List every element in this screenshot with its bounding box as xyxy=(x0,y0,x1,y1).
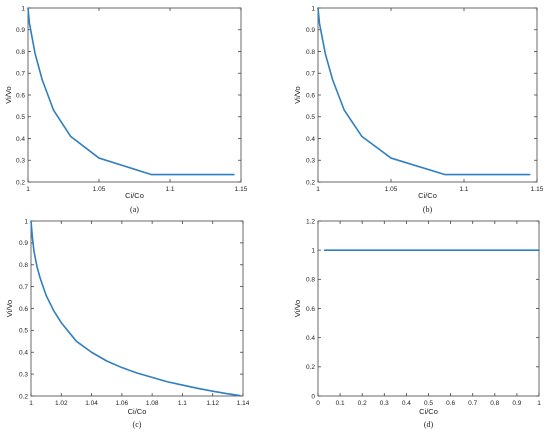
x-tick-label: 0.5 xyxy=(424,400,433,407)
y-tick-label: 0 xyxy=(311,393,315,400)
plot-area-frame xyxy=(27,7,242,183)
x-axis-label: Ci/Co xyxy=(419,407,438,416)
x-axis-label: Ci/Co xyxy=(128,407,147,416)
plot-area-frame xyxy=(317,7,538,183)
x-tick-label: 0.2 xyxy=(358,400,367,407)
y-tick-label: 0.3 xyxy=(306,158,315,165)
y-axis-label: Vi/Vo xyxy=(293,300,302,317)
x-tick-label: 1 xyxy=(316,186,320,193)
y-tick-label: 0.6 xyxy=(16,92,25,99)
y-tick-label: 0.2 xyxy=(306,179,315,186)
y-tick-label: 0.3 xyxy=(16,158,25,165)
y-tick-label: 1.2 xyxy=(306,218,315,225)
y-tick-label: 0.4 xyxy=(16,136,25,143)
x-tick-label: 0.7 xyxy=(468,400,477,407)
y-tick-label: 0.9 xyxy=(16,27,25,34)
y-tick-label: 0.6 xyxy=(306,306,315,313)
x-tick-label: 1.08 xyxy=(146,400,159,407)
x-tick-label: 1.1 xyxy=(178,400,187,407)
y-tick-label: 0.8 xyxy=(306,277,315,284)
y-tick-label: 1 xyxy=(311,5,315,12)
x-tick-label: 0.6 xyxy=(446,400,455,407)
y-axis-label: Vi/Vo xyxy=(4,86,13,103)
x-tick-label: 1.05 xyxy=(93,186,106,193)
chart-panel-b: 1 1.05 1.1 1.15 0.2 0.3 0.4 0.5 0.6 0.7 0.8 0.9 1 Ci/… xyxy=(293,5,544,214)
y-tick-label: 0.6 xyxy=(19,306,28,313)
x-tick-label: 1.04 xyxy=(85,400,98,407)
panel-caption: (a) xyxy=(130,205,139,214)
x-tick-label: 1 xyxy=(537,400,541,407)
y-tick-label: 1 xyxy=(24,218,28,225)
y-tick-label: 0.7 xyxy=(16,71,25,78)
x-axis-label: Ci/Co xyxy=(125,191,144,200)
y-tick-label: 0.4 xyxy=(306,136,315,143)
panel-caption: (b) xyxy=(423,205,433,214)
x-tick-label: 0.4 xyxy=(402,400,411,407)
x-tick-label: 0.8 xyxy=(490,400,499,407)
y-tick-label: 0.8 xyxy=(306,49,315,56)
series-line xyxy=(317,7,531,176)
x-tick-label: 1.1 xyxy=(165,186,174,193)
series-line xyxy=(30,220,241,397)
y-axis-label: Vi/Vo xyxy=(5,300,14,317)
plot-area-frame xyxy=(317,220,540,397)
x-tick-label: 0.1 xyxy=(336,400,345,407)
x-tick-label: 1.05 xyxy=(385,186,398,193)
chart-panel-d: 0 0.1 0.2 0.3 0.4 0.5 0.6 0.7 0.8 0.9 1 0 0.2 0.4 0.6 0… xyxy=(293,218,541,429)
x-tick-label: 0.9 xyxy=(512,400,521,407)
y-tick-label: 0.7 xyxy=(19,284,28,291)
panel-caption: (c) xyxy=(133,420,142,429)
y-tick-label: 0.3 xyxy=(19,371,28,378)
x-axis-label: Ci/Co xyxy=(418,191,437,200)
x-tick-label: 0.3 xyxy=(380,400,389,407)
y-tick-label: 1 xyxy=(21,5,25,12)
x-tick-label: 1 xyxy=(26,186,30,193)
y-tick-label: 0.8 xyxy=(16,49,25,56)
y-axis-label: Vi/Vo xyxy=(293,86,302,103)
x-tick-label: 1.12 xyxy=(206,400,219,407)
y-tick-label: 0.4 xyxy=(19,350,28,357)
y-tick-label: 0.6 xyxy=(306,92,315,99)
y-tick-label: 0.2 xyxy=(306,364,315,371)
y-tick-label: 0.9 xyxy=(306,27,315,34)
chart-panel-a: 1 1.05 1.1 1.15 0.2 0.3 0.4 0.5 0.6 0.7 0.8 0.9 1 Ci/… xyxy=(4,5,248,214)
y-tick-label: 0.4 xyxy=(306,335,315,342)
x-tick-label: 1.1 xyxy=(459,186,468,193)
plot-area-frame xyxy=(30,220,244,397)
x-tick-label: 1.02 xyxy=(55,400,68,407)
x-tick-label: 0 xyxy=(316,400,320,407)
y-tick-label: 0.5 xyxy=(19,328,28,335)
x-tick-label: 1.14 xyxy=(237,400,250,407)
x-tick-label: 1.15 xyxy=(235,186,248,193)
y-tick-label: 0.2 xyxy=(19,393,28,400)
y-tick-label: 0.7 xyxy=(306,71,315,78)
x-tick-label: 1.15 xyxy=(531,186,544,193)
y-tick-label: 0.8 xyxy=(19,262,28,269)
y-tick-label: 0.2 xyxy=(16,179,25,186)
chart-panel-c: 1 1.02 1.04 1.06 1.08 1.1 1.12 1.14 0.2 0.3 0.4 0.5… xyxy=(5,218,250,429)
y-tick-label: 0.5 xyxy=(16,114,25,121)
y-tick-label: 0.9 xyxy=(19,240,28,247)
panel-caption: (d) xyxy=(424,420,434,429)
series-line xyxy=(27,7,235,176)
y-tick-label: 1 xyxy=(311,247,315,254)
x-tick-label: 1.06 xyxy=(116,400,129,407)
y-tick-label: 0.5 xyxy=(306,114,315,121)
x-tick-label: 1 xyxy=(29,400,33,407)
